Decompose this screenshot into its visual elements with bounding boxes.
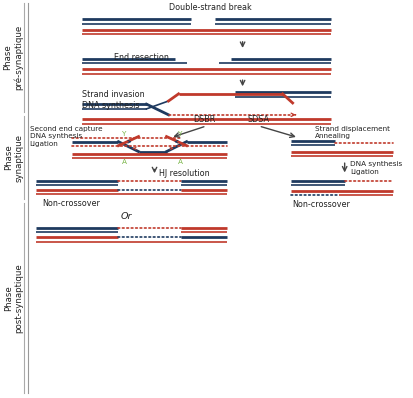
- Text: Phase
post-synaptique: Phase post-synaptique: [4, 263, 23, 333]
- Text: Non-crossover: Non-crossover: [292, 200, 350, 209]
- Text: DSBR: DSBR: [193, 115, 215, 124]
- Text: End resection: End resection: [114, 53, 169, 62]
- Text: Strand displacement
Annealing: Strand displacement Annealing: [314, 126, 389, 139]
- Text: Or: Or: [121, 212, 132, 220]
- Text: A: A: [178, 159, 183, 165]
- Text: HJ resolution: HJ resolution: [158, 170, 209, 178]
- Text: Y: Y: [122, 131, 126, 137]
- Text: DNA synthesis
Ligation: DNA synthesis Ligation: [349, 162, 401, 175]
- Text: A: A: [122, 159, 127, 165]
- Text: Strand invasion
DNA synthesis: Strand invasion DNA synthesis: [82, 90, 145, 110]
- Text: SDSA: SDSA: [247, 115, 269, 124]
- Text: Second end capture
DNA synthesis
Ligation: Second end capture DNA synthesis Ligatio…: [30, 126, 102, 147]
- Text: Phase
synaptique: Phase synaptique: [4, 133, 23, 181]
- Text: Y: Y: [178, 131, 182, 137]
- Text: Non-crossover: Non-crossover: [43, 199, 100, 208]
- Text: Phase
pré-synaptique: Phase pré-synaptique: [4, 25, 24, 90]
- Text: Double-strand break: Double-strand break: [169, 3, 252, 12]
